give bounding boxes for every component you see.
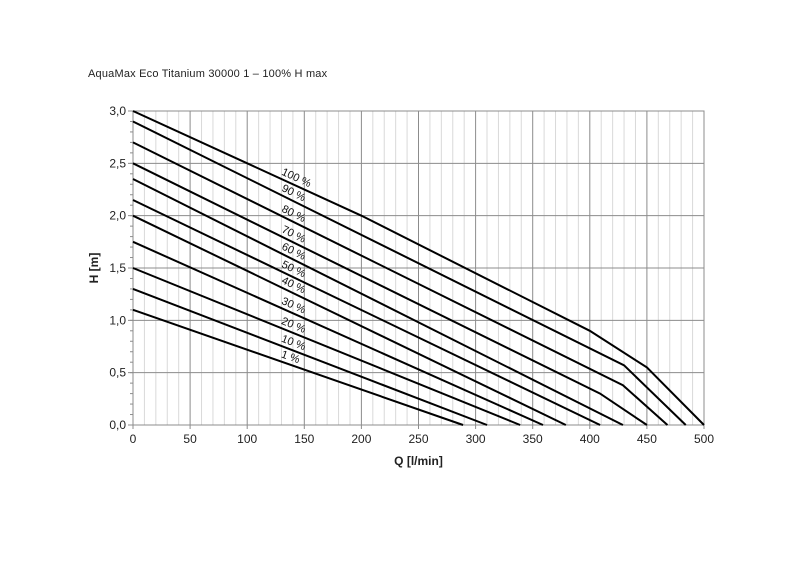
y-tick-label: 1,0	[109, 313, 126, 327]
curve-1pct	[132, 308, 464, 426]
x-tick-label: 300	[466, 432, 486, 446]
y-tick-label: 2,0	[109, 209, 126, 223]
x-tick-label: 250	[408, 432, 428, 446]
y-tick-label: 3,0	[109, 104, 126, 118]
y-tick-label: 1,5	[109, 261, 126, 275]
x-tick-label: 350	[523, 432, 543, 446]
curve-60pct	[132, 178, 624, 426]
y-tick-label: 2,5	[109, 156, 126, 170]
curve-90pct	[132, 120, 687, 426]
x-tick-label: 100	[237, 432, 257, 446]
x-tick-label: 150	[294, 432, 314, 446]
curve-30pct	[132, 240, 544, 426]
x-tick-label: 0	[130, 432, 137, 446]
curve-label: 1 %	[280, 349, 302, 367]
x-tick-label: 50	[183, 432, 197, 446]
x-tick-label: 450	[637, 432, 657, 446]
curve-70pct	[132, 162, 648, 426]
y-tick-label: 0,5	[109, 366, 126, 380]
x-tick-label: 400	[580, 432, 600, 446]
curve-20pct	[132, 267, 521, 426]
x-tick-label: 200	[351, 432, 371, 446]
x-axis-label: Q [l/min]	[394, 454, 443, 468]
y-tick-label: 0,0	[109, 418, 126, 432]
curve-40pct	[132, 214, 567, 426]
curve-10pct	[132, 287, 488, 426]
x-tick-label: 500	[694, 432, 714, 446]
curve-100pct	[132, 110, 705, 426]
y-axis-label: H [m]	[87, 253, 101, 284]
curve-80pct	[132, 141, 669, 426]
chart-title: AquaMax Eco Titanium 30000 1 – 100% H ma…	[88, 68, 328, 80]
curve-50pct	[132, 199, 601, 426]
